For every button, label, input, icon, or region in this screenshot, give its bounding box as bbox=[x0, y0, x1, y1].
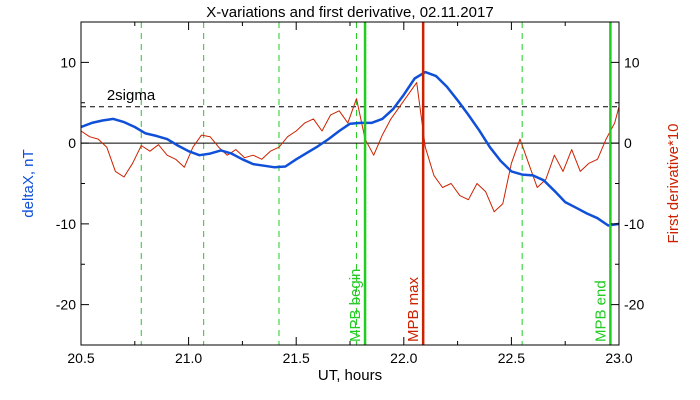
x-tick-label-0: 20.5 bbox=[67, 350, 94, 366]
series-group bbox=[81, 72, 619, 225]
x-axis-title: UT, hours bbox=[318, 367, 382, 384]
vertical-marker-label-1: MPB max bbox=[405, 276, 422, 342]
y-tick-label-left-3: -20 bbox=[56, 297, 76, 313]
chart-title: X-variations and first derivative, 02.11… bbox=[206, 4, 493, 21]
y-tick-label-left-2: -10 bbox=[56, 216, 76, 232]
derivative-series-line bbox=[81, 83, 619, 212]
vertical-marker-label-2: MPB end bbox=[592, 280, 609, 342]
y-axis-title-right: First derivative*10 bbox=[665, 123, 682, 243]
y-tick-label-right-0: 10 bbox=[624, 54, 640, 70]
x-tick-label-1: 21.0 bbox=[175, 350, 202, 366]
vertical-marker-group: MPB begin MPB max MPB end bbox=[347, 22, 610, 345]
x-tick-label-2: 21.5 bbox=[283, 350, 310, 366]
x-tick-label-5: 23.0 bbox=[605, 350, 632, 366]
y-tick-label-left-1: 0 bbox=[68, 135, 76, 151]
x-tick-label-3: 22.0 bbox=[390, 350, 417, 366]
y-tick-label-right-1: 0 bbox=[624, 135, 632, 151]
y-tick-label-left-0: 10 bbox=[60, 54, 76, 70]
y-tick-label-right-2: -10 bbox=[624, 216, 644, 232]
y-axis-title-left: deltaX, nT bbox=[20, 149, 37, 217]
y-tick-label-right-3: -20 bbox=[624, 297, 644, 313]
x-tick-label-4: 22.5 bbox=[498, 350, 525, 366]
sigma-label: 2sigma bbox=[107, 87, 156, 104]
vertical-marker-label-0: MPB begin bbox=[347, 269, 364, 342]
dashed-marker-group bbox=[141, 22, 522, 345]
